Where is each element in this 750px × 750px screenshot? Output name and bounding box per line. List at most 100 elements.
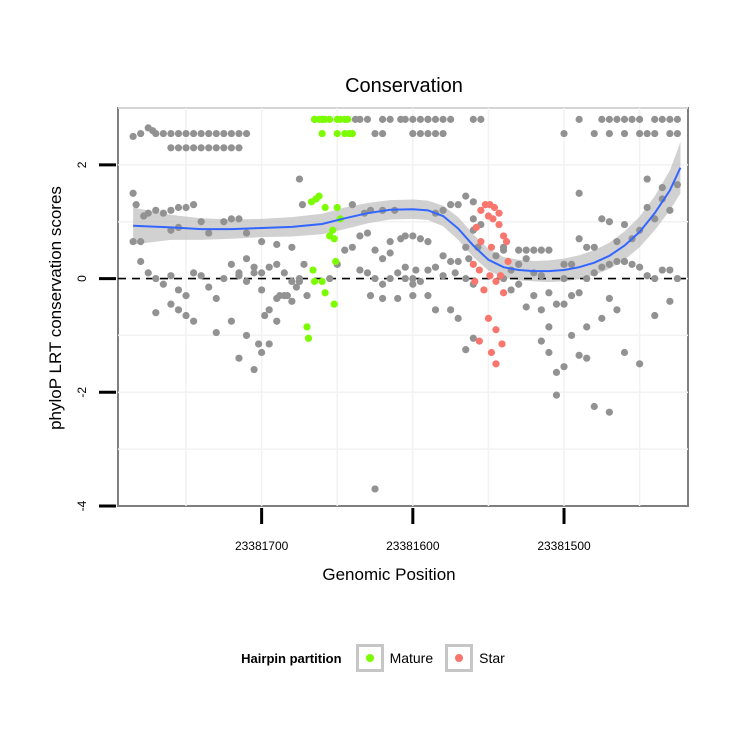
point-other bbox=[189, 129, 198, 138]
point-other bbox=[182, 311, 190, 320]
point-other bbox=[537, 246, 545, 254]
point-other bbox=[620, 129, 629, 138]
point-other bbox=[394, 269, 402, 277]
point-other bbox=[439, 272, 447, 280]
point-other bbox=[499, 246, 508, 254]
point-star bbox=[487, 243, 496, 251]
point-other bbox=[424, 238, 432, 246]
point-other bbox=[465, 255, 473, 263]
point-other bbox=[152, 206, 160, 214]
point-other bbox=[401, 263, 409, 271]
point-other bbox=[545, 289, 553, 297]
point-other bbox=[197, 144, 205, 152]
point-star bbox=[486, 272, 494, 280]
point-other bbox=[416, 129, 424, 138]
point-other bbox=[515, 260, 523, 268]
point-other bbox=[454, 257, 462, 266]
point-other bbox=[189, 317, 198, 325]
point-other bbox=[292, 283, 301, 291]
point-star bbox=[480, 286, 488, 294]
point-other bbox=[658, 184, 666, 192]
point-other bbox=[598, 215, 606, 223]
point-other bbox=[348, 243, 356, 251]
point-other bbox=[363, 115, 372, 123]
point-other bbox=[409, 280, 417, 288]
point-star bbox=[477, 238, 485, 246]
point-other bbox=[412, 266, 420, 274]
point-mature bbox=[330, 300, 338, 308]
point-other bbox=[363, 229, 372, 237]
legend-item-mature: Mature bbox=[355, 644, 433, 672]
point-other bbox=[227, 129, 235, 138]
point-other bbox=[378, 294, 387, 303]
chart-title: Conservation bbox=[345, 75, 463, 97]
point-star bbox=[484, 314, 493, 322]
point-other bbox=[167, 129, 175, 138]
point-other bbox=[492, 252, 500, 260]
point-other bbox=[227, 317, 235, 325]
point-other bbox=[152, 309, 160, 317]
point-other bbox=[189, 269, 198, 277]
point-other bbox=[258, 238, 266, 246]
point-other bbox=[242, 331, 251, 340]
point-other bbox=[522, 303, 530, 311]
point-other bbox=[137, 257, 145, 266]
point-mature bbox=[333, 129, 341, 138]
x-tick-label: 23381600 bbox=[386, 539, 440, 553]
point-other bbox=[409, 292, 417, 300]
point-other bbox=[439, 206, 447, 214]
point-other bbox=[265, 340, 273, 348]
point-other bbox=[298, 201, 307, 209]
point-other bbox=[167, 300, 175, 308]
y-axis: 2 0 -2 -4 bbox=[75, 161, 116, 511]
point-star bbox=[492, 360, 500, 368]
point-other bbox=[265, 263, 273, 271]
point-mature bbox=[310, 277, 319, 286]
point-other bbox=[598, 314, 606, 322]
point-mature bbox=[332, 257, 340, 266]
point-other bbox=[530, 292, 538, 300]
point-other bbox=[431, 263, 440, 271]
point-other bbox=[620, 257, 629, 266]
x-axis-title: Genomic Position bbox=[322, 565, 455, 584]
point-other bbox=[447, 201, 455, 209]
point-star bbox=[492, 277, 500, 286]
point-other bbox=[515, 280, 523, 288]
point-other bbox=[212, 129, 220, 138]
point-other bbox=[537, 337, 545, 345]
point-other bbox=[265, 306, 273, 314]
point-star bbox=[477, 206, 485, 214]
point-other bbox=[673, 115, 682, 123]
point-other bbox=[242, 129, 251, 138]
point-other bbox=[605, 260, 613, 268]
point-other bbox=[620, 348, 629, 357]
point-other bbox=[552, 391, 561, 399]
point-other bbox=[242, 229, 251, 237]
point-other bbox=[227, 215, 235, 223]
y-tick-label: 2 bbox=[75, 161, 89, 168]
point-other bbox=[613, 257, 621, 266]
point-other bbox=[636, 360, 644, 368]
point-other bbox=[250, 365, 258, 374]
point-other bbox=[182, 129, 190, 138]
point-other bbox=[575, 189, 583, 197]
point-other bbox=[205, 283, 213, 291]
smooth-line bbox=[133, 167, 682, 273]
point-other bbox=[560, 260, 568, 268]
point-other bbox=[628, 260, 636, 268]
point-other bbox=[386, 274, 394, 283]
point-other bbox=[451, 269, 459, 277]
point-other bbox=[363, 269, 372, 277]
point-star bbox=[475, 337, 483, 345]
point-mature bbox=[348, 129, 356, 138]
point-other bbox=[439, 115, 447, 123]
point-other bbox=[424, 292, 432, 300]
point-other bbox=[235, 354, 243, 362]
point-mature bbox=[329, 226, 337, 234]
point-other bbox=[386, 249, 394, 257]
mature-dot-icon bbox=[365, 654, 374, 662]
point-other bbox=[643, 175, 651, 183]
point-star bbox=[487, 348, 496, 357]
point-other bbox=[197, 272, 205, 280]
point-other bbox=[220, 144, 228, 152]
